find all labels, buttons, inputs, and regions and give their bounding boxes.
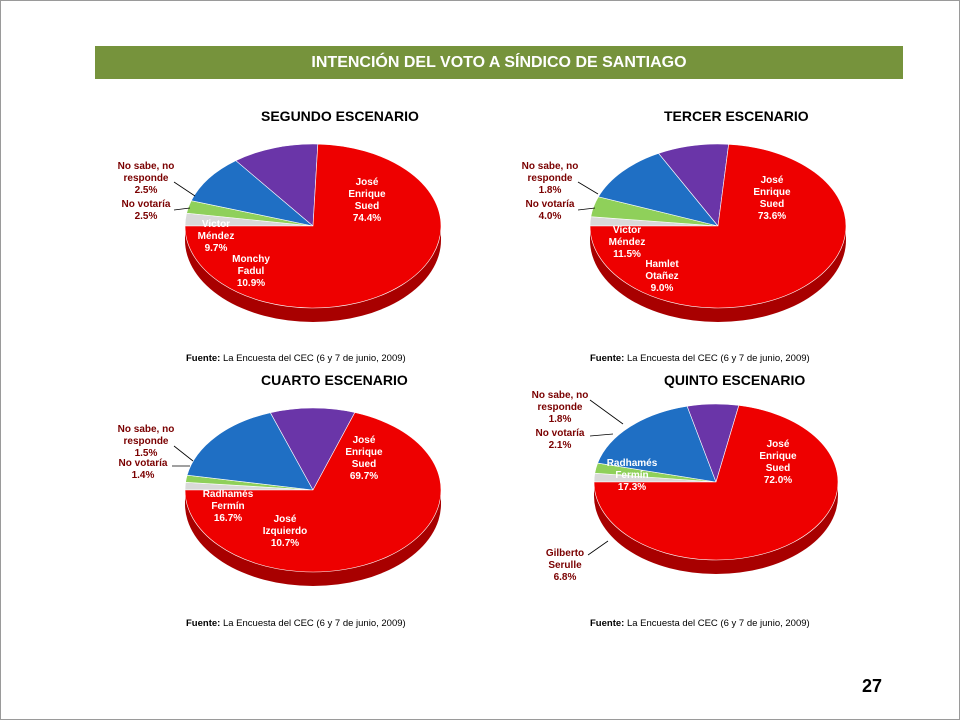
pie-side-2-0 xyxy=(590,226,846,322)
slice-label-4-2: Radhamés Fermín 17.3% xyxy=(607,458,658,493)
leader-line-4-4 xyxy=(589,399,624,425)
leader-line-1-3 xyxy=(173,207,191,211)
leader-line-1-4 xyxy=(173,181,196,197)
pie-slice-2-2 xyxy=(597,153,719,227)
source-note-quinto: Fuente: La Encuesta del CEC (6 y 7 de ju… xyxy=(590,618,810,629)
slice-label-1-3: No votaría 2.5% xyxy=(122,199,171,222)
pie-slice-4-0 xyxy=(593,405,839,561)
slice-label-2-0: José Enrique Sued 73.6% xyxy=(753,175,791,222)
slice-label-2-4: No sabe, no responde 1.8% xyxy=(522,161,579,196)
pie-chart-4: José Enrique Sued 72.0% Gilberto Serulle 6.8% R… xyxy=(532,390,839,583)
slice-label-4-1: Gilberto Serulle 6.8% xyxy=(546,548,584,583)
slice-label-2-1: Hamlet Otañez 9.0% xyxy=(645,259,679,294)
pie-slice-3-2 xyxy=(186,412,314,491)
slice-label-1-0: José Enrique Sued 74.4% xyxy=(348,177,386,224)
pie-side-4-0 xyxy=(594,482,838,574)
leader-line-2-4 xyxy=(577,181,599,195)
slice-label-3-2: Radhamés Fermín 16.7% xyxy=(203,489,254,524)
pie-side-1-0 xyxy=(185,226,441,322)
page-number: 27 xyxy=(862,676,883,696)
pie-slice-3-1 xyxy=(269,407,356,491)
source-note-segundo: Fuente: La Encuesta del CEC (6 y 7 de ju… xyxy=(186,353,406,364)
chart-title-cuarto: CUARTO ESCENARIO xyxy=(261,372,408,388)
source-note-cuarto: Fuente: La Encuesta del CEC (6 y 7 de ju… xyxy=(186,618,406,629)
slice-label-4-4: No sabe, no responde 1.8% xyxy=(532,390,589,425)
chart-title-tercer: TERCER ESCENARIO xyxy=(664,108,809,124)
slice-label-3-4: No sabe, no responde 1.5% xyxy=(118,424,175,459)
pie-slice-2-0 xyxy=(589,143,847,309)
slice-label-1-2: Victor Méndez 9.7% xyxy=(198,219,235,254)
slice-label-3-1: José Izquierdo 10.7% xyxy=(263,514,307,549)
chart-title-quinto: QUINTO ESCENARIO xyxy=(664,372,806,388)
pie-slice-3-0 xyxy=(184,412,442,573)
leader-line-2-3 xyxy=(577,207,596,211)
pie-slice-1-1 xyxy=(235,143,319,227)
slice-label-1-4: No sabe, no responde 2.5% xyxy=(118,161,175,196)
slice-label-3-0: José Enrique Sued 69.7% xyxy=(345,435,383,482)
slice-label-4-0: José Enrique Sued 72.0% xyxy=(759,439,797,486)
slide-title: INTENCIÓN DEL VOTO A SÍNDICO DE SANTIAGO xyxy=(95,46,903,79)
pie-slice-1-2 xyxy=(190,160,314,227)
leader-line-4-3 xyxy=(589,433,614,437)
pie-chart-2: José Enrique Sued 73.6% Hamlet Otañez 9.0%Víct… xyxy=(522,143,847,322)
leader-line-3-4 xyxy=(173,445,194,462)
pie-side-3-0 xyxy=(185,490,441,586)
source-note-tercer: Fuente: La Encuesta del CEC (6 y 7 de ju… xyxy=(590,353,810,364)
slice-label-2-2: Víctor Méndez 11.5% xyxy=(609,225,646,260)
pie-slice-1-0 xyxy=(184,143,442,309)
pie-slice-4-2 xyxy=(597,405,717,483)
leader-line-4-1 xyxy=(587,540,609,556)
chart-title-segundo: SEGUNDO ESCENARIO xyxy=(261,108,419,124)
slice-label-2-3: No votaría 4.0% xyxy=(526,199,575,222)
slice-label-1-1: Monchy Fadul 10.9% xyxy=(232,254,270,289)
slice-label-4-3: No votaría 2.1% xyxy=(536,428,585,451)
pie-chart-3: José Enrique Sued 69.7% José Izquierdo 10.7% Ra… xyxy=(118,407,442,586)
slice-label-3-3: No votaría 1.4% xyxy=(119,458,168,481)
pie-chart-1: José Enrique Sued 74.4% Monchy Fadul 10.9%Vict… xyxy=(118,143,442,322)
